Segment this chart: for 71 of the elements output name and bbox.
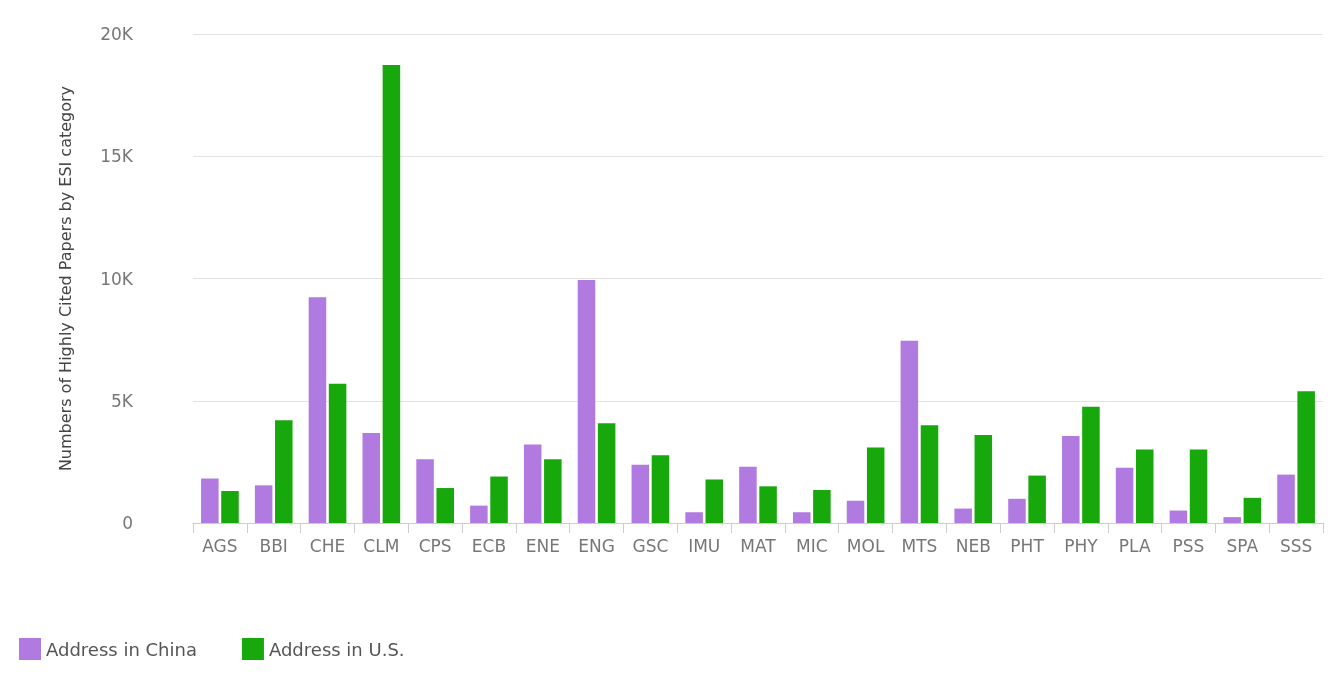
bar	[651, 455, 670, 523]
legend-label: Address in China	[46, 638, 197, 660]
bar	[201, 478, 219, 523]
x-tick-label: PSS	[1172, 535, 1205, 556]
y-tick-label: 0	[122, 513, 133, 533]
bar	[631, 464, 650, 523]
bar	[1135, 449, 1154, 523]
y-tick-label: 5K	[111, 390, 134, 411]
bar	[1008, 498, 1026, 523]
x-tick-label: CLM	[363, 535, 400, 556]
x-tick-label: MAT	[740, 535, 777, 556]
x-tick-label: PLA	[1118, 535, 1151, 556]
bar	[1082, 406, 1100, 523]
bar	[813, 489, 831, 523]
bar	[308, 297, 327, 523]
x-tick-label: CHE	[309, 535, 346, 556]
x-tick-label: ENG	[578, 535, 615, 556]
x-tick-label: CPS	[418, 535, 452, 556]
bar	[470, 505, 488, 523]
x-tick-label: PHT	[1010, 535, 1045, 556]
y-axis-title: Numbers of Highly Cited Papers by ESI category	[55, 85, 75, 472]
bar	[759, 486, 777, 523]
bar	[920, 425, 939, 523]
bar	[544, 459, 562, 523]
x-tick-label: PHY	[1064, 535, 1099, 556]
x-tick-label: NEB	[955, 535, 991, 556]
legend-label: Address in U.S.	[268, 638, 405, 660]
y-tick-label: 10K	[100, 268, 134, 289]
bar	[1115, 467, 1134, 523]
bar	[1277, 474, 1295, 523]
bar	[1189, 449, 1208, 523]
bar	[275, 420, 293, 523]
bar	[436, 488, 454, 523]
bar	[1028, 475, 1046, 523]
bar	[792, 512, 811, 523]
bar	[254, 485, 273, 523]
bar	[490, 476, 508, 523]
bar	[577, 279, 596, 523]
bar	[597, 423, 616, 523]
x-tick-label: ENE	[525, 535, 560, 556]
bar	[705, 479, 724, 523]
x-tick-label: SPA	[1226, 535, 1259, 556]
bar	[328, 383, 347, 523]
y-tick-label: 20K	[100, 24, 134, 44]
bar	[1297, 391, 1315, 523]
x-tick-label: SSS	[1279, 535, 1313, 556]
bar	[1062, 435, 1080, 523]
bar	[362, 433, 381, 523]
bar	[1169, 510, 1188, 523]
bar	[739, 466, 757, 523]
x-tick-label: IMU	[688, 535, 721, 556]
bar	[221, 490, 239, 523]
bar	[382, 65, 401, 523]
y-tick-label: 15K	[100, 146, 134, 167]
bar	[954, 508, 972, 523]
bar	[416, 459, 434, 523]
bar	[866, 447, 885, 523]
x-tick-label: MTS	[901, 535, 938, 556]
x-tick-label: MOL	[846, 535, 885, 556]
bar	[1223, 517, 1241, 523]
x-tick-label: MIC	[796, 535, 828, 556]
x-tick-label: AGS	[202, 535, 238, 556]
x-tick-label: BBI	[259, 535, 288, 556]
x-tick-label: ECB	[471, 535, 507, 556]
x-tick-label: GSC	[632, 535, 669, 556]
bar	[900, 340, 919, 523]
bar	[685, 512, 703, 523]
bar	[974, 434, 993, 523]
bar	[523, 444, 542, 523]
bar	[1243, 497, 1262, 523]
bar	[846, 500, 865, 523]
